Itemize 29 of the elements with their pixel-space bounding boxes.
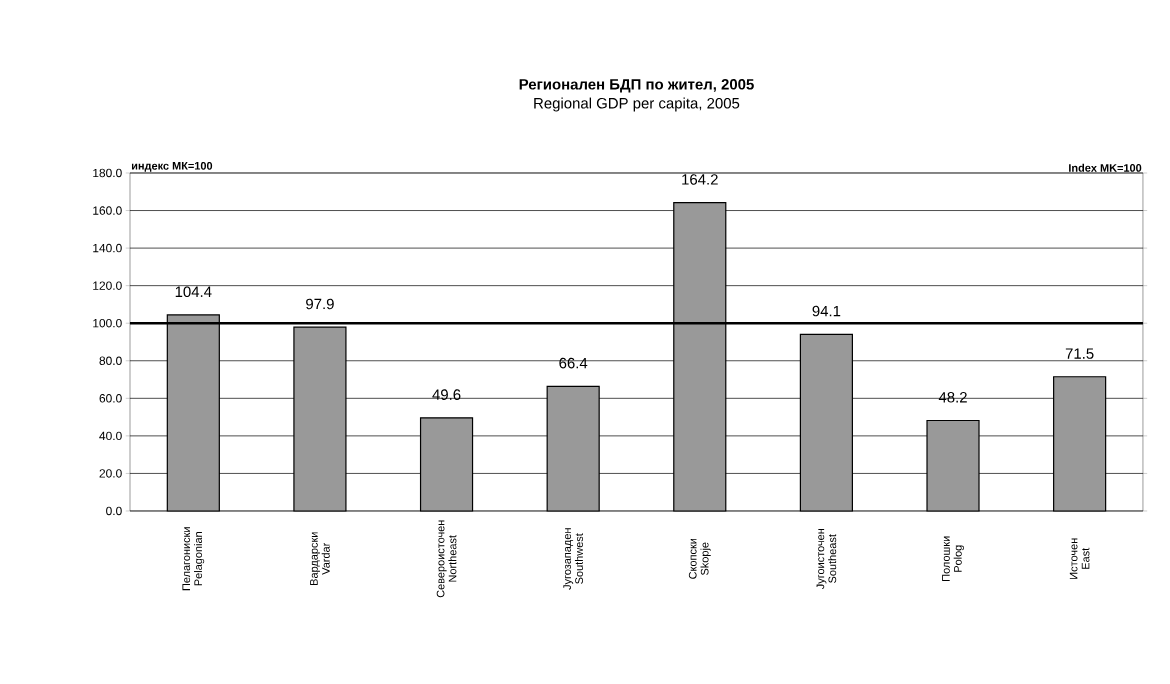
- data-label: 104.4: [175, 286, 212, 298]
- y-tick-label: 180.0: [93, 168, 122, 178]
- y-tick-label: 40.0: [99, 431, 122, 441]
- data-label: 97.9: [306, 298, 334, 310]
- x-tick-label: Југоисточен Southeast: [816, 529, 837, 590]
- x-tick-label: Вардарски Vardar: [310, 532, 330, 585]
- data-label: 71.5: [1065, 348, 1094, 359]
- y-tick-label: 120.0: [93, 281, 122, 290]
- chart-subtitle: Regional GDP per capita, 2005: [534, 97, 740, 112]
- y-tick-label: 60.0: [99, 394, 122, 403]
- x-tick-label: Североисточен Northeast: [436, 520, 457, 598]
- y-tick-label: 0.0: [106, 506, 122, 516]
- x-tick-label: Југозападен Southwest: [563, 528, 583, 590]
- data-label: 66.4: [559, 357, 588, 369]
- data-label: 94.1: [812, 305, 841, 317]
- data-label: 49.6: [432, 389, 461, 400]
- y-tick-label: 20.0: [99, 469, 122, 478]
- y-tick-label: 80.0: [99, 356, 122, 365]
- y-axis-title: индекс МК=100: [131, 161, 213, 172]
- x-tick-label: Пелагониски Pelagonian: [182, 527, 205, 591]
- x-tick-label: Источен East: [1069, 538, 1090, 579]
- x-tick-label: Полошки Polog: [942, 536, 964, 581]
- x-tick-label: Скопски Skopje: [688, 538, 711, 579]
- chart-title: Регионален БДП по жител, 2005: [519, 79, 754, 93]
- y-tick-label: 160.0: [93, 206, 122, 215]
- y-tick-label: 100.0: [93, 318, 122, 328]
- y-tick-label: 140.0: [93, 243, 122, 253]
- y2-axis-title: Index MK=100: [1069, 163, 1142, 172]
- data-label: 164.2: [682, 174, 718, 185]
